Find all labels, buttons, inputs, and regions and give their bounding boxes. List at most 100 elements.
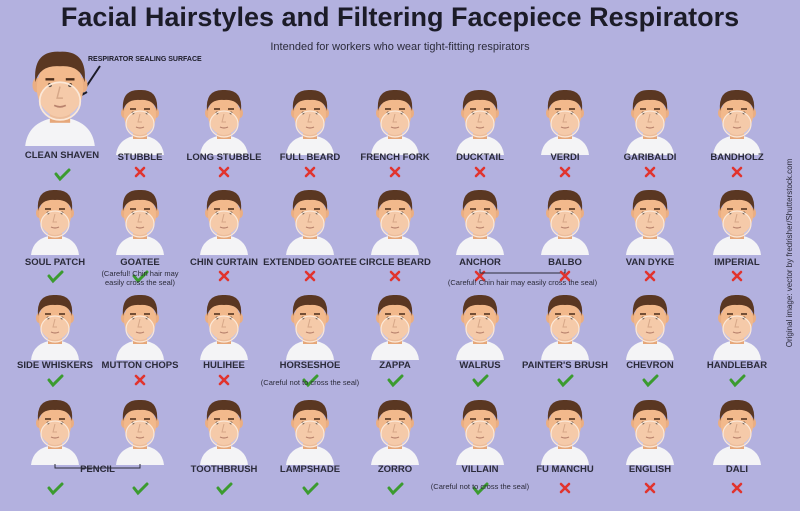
label: SIDE WHISKERS <box>17 360 93 371</box>
shirt <box>200 445 248 465</box>
check-mark <box>302 482 319 496</box>
face <box>116 294 164 360</box>
mouth <box>645 436 655 439</box>
bracket <box>479 269 566 274</box>
shirt <box>31 235 79 255</box>
face <box>31 189 79 255</box>
note: (Careful! Chin hair may easily cross the… <box>448 278 598 287</box>
check-mark <box>387 374 404 388</box>
nose <box>56 86 63 99</box>
check-mark <box>642 374 659 388</box>
shirt <box>200 235 248 255</box>
nose <box>221 318 226 328</box>
mouth <box>475 126 485 129</box>
check-mark <box>472 482 489 496</box>
label: GOATEE <box>120 257 159 268</box>
seal-area <box>125 110 155 138</box>
hair <box>719 89 755 111</box>
seal-area <box>380 110 410 138</box>
shirt <box>371 445 419 465</box>
nose <box>477 318 482 328</box>
cross-mark <box>134 166 146 178</box>
nose <box>734 213 739 223</box>
shirt <box>626 235 674 255</box>
hair <box>632 294 668 316</box>
shirt <box>626 340 674 360</box>
face <box>626 294 674 360</box>
face <box>541 189 589 255</box>
seal-area <box>550 210 580 238</box>
nose <box>137 213 142 223</box>
check-mark <box>557 374 574 388</box>
seal-area <box>635 210 665 238</box>
mouth <box>50 331 60 334</box>
cross-mark <box>731 166 743 178</box>
shirt <box>116 445 164 465</box>
nose <box>477 423 482 433</box>
label: WALRUS <box>459 360 500 371</box>
hair <box>122 89 158 111</box>
seal-area <box>635 110 665 138</box>
label: CIRCLE BEARD <box>359 257 431 268</box>
cross-mark <box>218 374 230 386</box>
mouth <box>50 436 60 439</box>
seal-area <box>295 315 325 343</box>
cross-mark <box>218 166 230 178</box>
hair <box>377 294 413 316</box>
mouth <box>475 226 485 229</box>
hair <box>122 399 158 421</box>
face <box>626 89 674 155</box>
shirt <box>626 135 674 155</box>
face <box>200 294 248 360</box>
title: Facial Hairstyles and Filtering Facepiec… <box>61 2 739 32</box>
check-mark <box>472 374 489 388</box>
face <box>371 89 419 155</box>
shirt <box>626 445 674 465</box>
shirt <box>713 235 761 255</box>
mouth <box>390 226 400 229</box>
cross-mark <box>389 270 401 282</box>
nose <box>647 318 652 328</box>
face <box>456 189 504 255</box>
seal-area <box>295 210 325 238</box>
mouth <box>53 104 67 108</box>
hair <box>462 89 498 111</box>
nose <box>307 113 312 123</box>
seal-area <box>380 420 410 448</box>
label: FU MANCHU <box>536 464 594 475</box>
seal-area <box>380 210 410 238</box>
note: (Careful! Chin hair may easily cross the … <box>101 269 178 287</box>
face <box>626 189 674 255</box>
mouth <box>732 331 742 334</box>
hair <box>206 89 242 111</box>
shirt <box>200 135 248 155</box>
nose <box>52 423 57 433</box>
seal-area <box>209 420 239 448</box>
face <box>371 399 419 465</box>
seal-area <box>635 420 665 448</box>
shirt <box>456 235 504 255</box>
label: TOOTHBRUSH <box>191 464 258 475</box>
seal-area <box>550 110 580 138</box>
cross-mark <box>731 482 743 494</box>
shirt <box>456 340 504 360</box>
shirt <box>713 340 761 360</box>
seal-area <box>465 315 495 343</box>
seal-area <box>635 315 665 343</box>
hair <box>462 294 498 316</box>
nose <box>221 113 226 123</box>
cross-mark <box>389 166 401 178</box>
nose <box>307 318 312 328</box>
face <box>371 189 419 255</box>
label: ENGLISH <box>629 464 671 475</box>
mouth <box>305 331 315 334</box>
shirt <box>456 445 504 465</box>
label: VAN DYKE <box>626 257 674 268</box>
hair <box>462 399 498 421</box>
seal-area <box>722 210 752 238</box>
label: SOUL PATCH <box>25 257 85 268</box>
seal-area <box>722 420 752 448</box>
face <box>713 189 761 255</box>
hair <box>377 89 413 111</box>
shirt <box>541 445 589 465</box>
